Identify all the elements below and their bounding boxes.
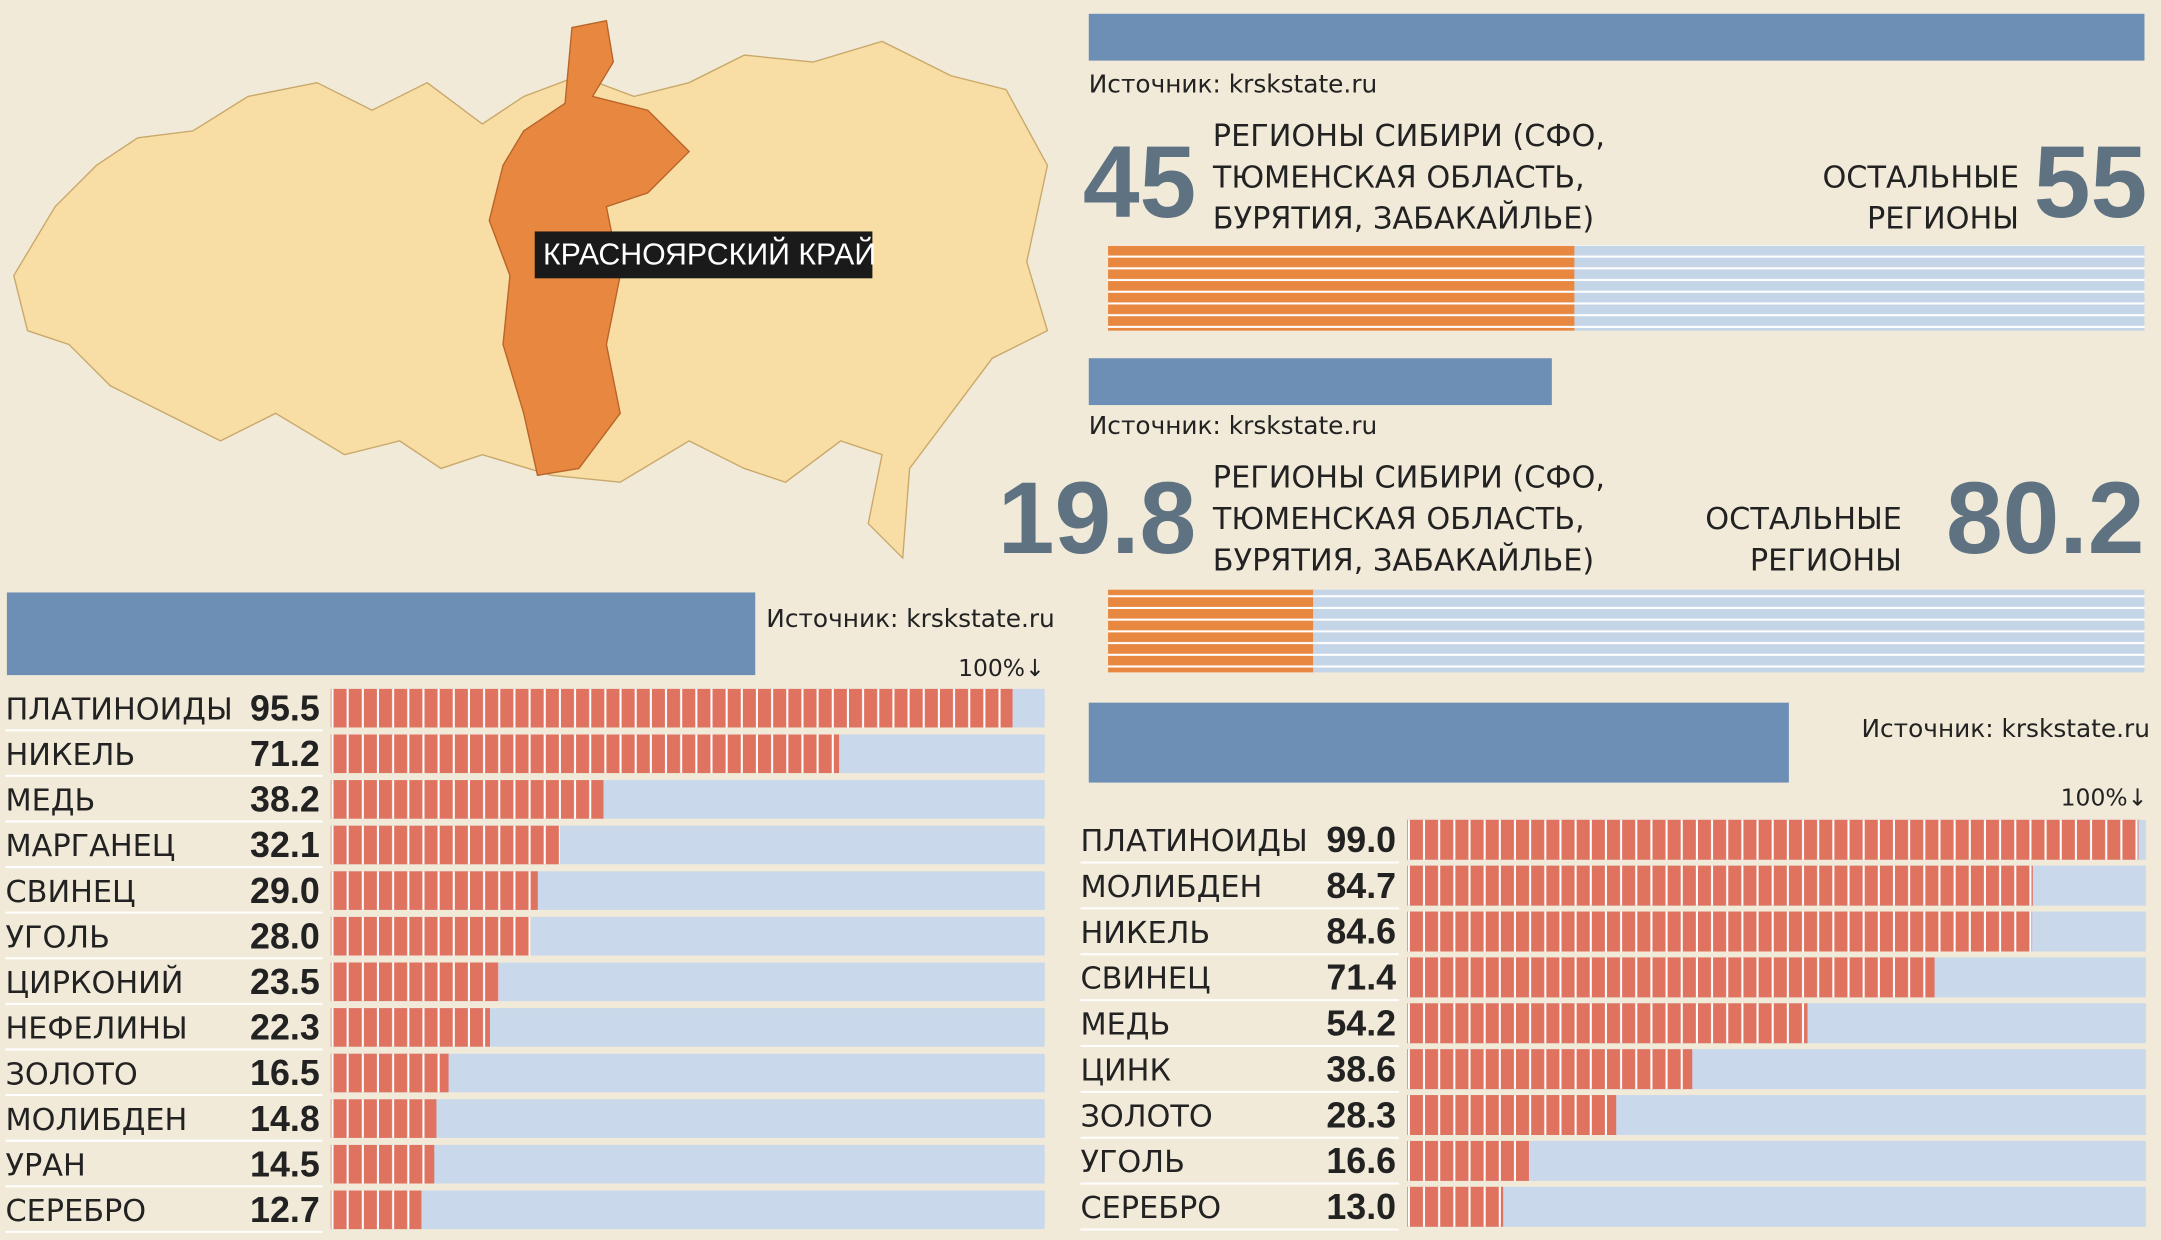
- bar-texture: [330, 1190, 422, 1230]
- category-label: ПЛАТИНОИДЫ: [6, 692, 233, 727]
- series-label: ОСТАЛЬНЫЕ РЕГИОНЫ: [1705, 502, 1902, 579]
- series-label: РЕГИОНЫ СИБИРИ (СФО, ТЮМЕНСКАЯ ОБЛАСТЬ, …: [1212, 461, 1606, 579]
- category-label: СВИНЕЦ: [1081, 962, 1211, 997]
- bar-texture: [1108, 589, 2145, 673]
- data-label: 54.2: [1326, 1004, 1396, 1044]
- map: КРАСНОЯРСКИЙ КРАЙ: [13, 19, 1049, 560]
- bar-texture: [1407, 819, 2139, 860]
- data-label: 22.3: [250, 1008, 320, 1048]
- bar-texture: [1407, 865, 2033, 906]
- bar-texture: [330, 1099, 437, 1138]
- chart-source: Источник: krskstate.ru: [1861, 714, 2149, 743]
- category-label: УГОЛЬ: [1081, 1145, 1185, 1180]
- bar-texture: [330, 1144, 435, 1184]
- category-label: МОЛИБДЕН: [1081, 870, 1263, 905]
- data-label: 23.5: [250, 962, 320, 1002]
- series-label-box: ОСТАЛЬНЫЕ РЕГИОНЫ: [1822, 161, 2020, 237]
- x-tick-label: 100%↓: [2061, 784, 2148, 812]
- data-label: 16.6: [1326, 1141, 1396, 1181]
- category-label: ЗОЛОТО: [6, 1057, 138, 1092]
- bar-texture: [1108, 245, 2145, 331]
- data-label: 80.2: [1946, 461, 2144, 575]
- data-label: 38.6: [1326, 1049, 1396, 1089]
- category-label: МОЛИБДЕН: [6, 1103, 188, 1138]
- data-label: 84.7: [1326, 866, 1396, 906]
- bar-texture: [1407, 1095, 1617, 1136]
- category-label: НИКЕЛЬ: [6, 738, 136, 773]
- bar-texture: [1407, 1186, 1504, 1227]
- chart-title-bg: [6, 592, 756, 676]
- bar-texture: [330, 1008, 490, 1047]
- category-label: МЕДЬ: [1081, 1008, 1171, 1043]
- data-label: 71.2: [250, 734, 320, 774]
- bar-texture: [330, 780, 604, 819]
- series-label-box: ОСТАЛЬНЫЕ РЕГИОНЫ: [1705, 502, 1902, 579]
- bar-texture: [330, 825, 560, 865]
- bar-texture: [330, 916, 531, 956]
- bar-texture: [330, 1053, 449, 1093]
- data-label: 45: [1083, 125, 1196, 239]
- series-label-box: РЕГИОНЫ СИБИРИ (СФО, ТЮМЕНСКАЯ ОБЛАСТЬ, …: [1212, 461, 1606, 579]
- bar-texture: [330, 734, 840, 774]
- data-label: 14.8: [250, 1099, 320, 1139]
- bar-texture: [1407, 1003, 1808, 1044]
- map-label: КРАСНОЯРСКИЙ КРАЙ: [543, 237, 876, 271]
- data-label: 14.5: [250, 1144, 320, 1184]
- data-label: 28.0: [250, 916, 320, 956]
- bar-track: [330, 1190, 1045, 1230]
- chart-source: Источник: krskstate.ru: [766, 604, 1054, 633]
- chart-title-bg: [1088, 13, 2145, 61]
- category-label: ЦИНК: [1081, 1053, 1171, 1088]
- data-label: 16.5: [250, 1053, 320, 1093]
- data-label: 99.0: [1326, 820, 1396, 860]
- bar-texture: [330, 688, 1013, 728]
- series-label: ОСТАЛЬНЫЕ РЕГИОНЫ: [1822, 161, 2020, 237]
- data-label: 12.7: [250, 1190, 320, 1230]
- x-tick-label: 100%↓: [958, 654, 1045, 682]
- bar-track: [1407, 1140, 2146, 1181]
- category-label: МЕДЬ: [6, 784, 96, 819]
- series-label-box: РЕГИОНЫ СИБИРИ (СФО, ТЮМЕНСКАЯ ОБЛАСТЬ, …: [1212, 119, 1606, 237]
- bar-track: [330, 1099, 1045, 1138]
- data-label: 28.3: [1326, 1095, 1396, 1135]
- chart-title-bg: [1088, 702, 1789, 783]
- category-label: НИКЕЛЬ: [1081, 916, 1211, 951]
- bar-texture: [1407, 1049, 1693, 1090]
- bar-texture: [1407, 957, 1935, 998]
- chart-source: Источник: krskstate.ru: [1089, 69, 1377, 98]
- category-label: УГОЛЬ: [6, 920, 110, 955]
- category-label: МАРГАНЕЦ: [6, 829, 176, 864]
- category-label: УРАН: [6, 1148, 86, 1183]
- data-label: 19.8: [998, 461, 1196, 575]
- data-label: 32.1: [250, 825, 320, 865]
- bar-texture: [1407, 1140, 1530, 1181]
- data-label: 38.2: [250, 780, 320, 820]
- data-label: 13.0: [1326, 1187, 1396, 1227]
- category-label: ЦИРКОНИЙ: [6, 965, 184, 1001]
- data-label: 71.4: [1326, 958, 1396, 998]
- category-label: НЕФЕЛИНЫ: [6, 1012, 188, 1047]
- data-label: 29.0: [250, 871, 320, 911]
- category-label: ЗОЛОТО: [1081, 1099, 1213, 1134]
- category-label: СВИНЕЦ: [6, 875, 136, 910]
- category-label: СЕРЕБРО: [6, 1194, 147, 1229]
- series-label: РЕГИОНЫ СИБИРИ (СФО, ТЮМЕНСКАЯ ОБЛАСТЬ, …: [1212, 119, 1606, 237]
- map-label-box: [534, 231, 873, 279]
- bar-texture: [330, 871, 538, 910]
- chart-title-bg: [1088, 358, 1552, 406]
- bar-track: [330, 1053, 1045, 1093]
- category-label: ПЛАТИНОИДЫ: [1081, 824, 1308, 859]
- bar-texture: [1407, 911, 2033, 952]
- category-label: СЕРЕБРО: [1081, 1191, 1222, 1226]
- bar-track: [1407, 1186, 2146, 1227]
- bar-texture: [330, 962, 499, 1002]
- data-label: 55: [2034, 125, 2147, 239]
- data-label: 95.5: [250, 688, 320, 728]
- bar-track: [330, 1144, 1045, 1184]
- chart-source: Источник: krskstate.ru: [1089, 411, 1377, 440]
- data-label: 84.6: [1326, 912, 1396, 952]
